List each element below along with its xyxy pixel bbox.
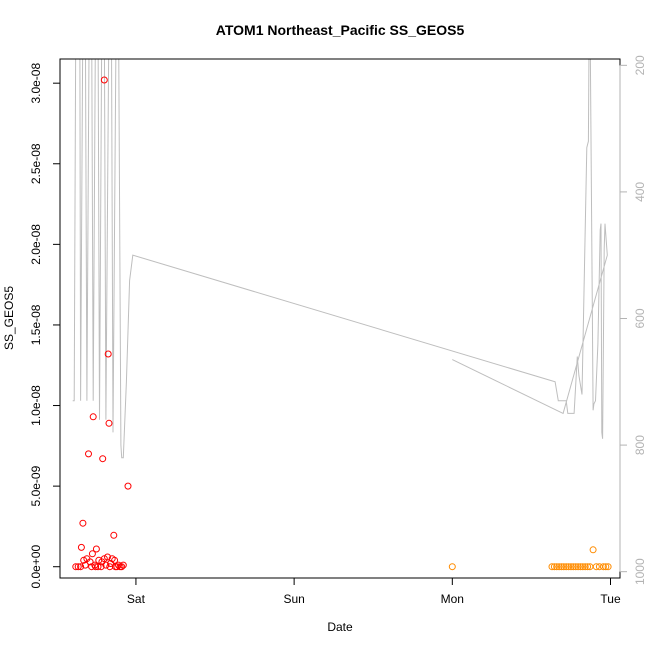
data-point bbox=[448, 563, 456, 571]
data-point bbox=[97, 563, 105, 571]
y-axis-label: SS_GEOS5 bbox=[2, 286, 16, 350]
y-tick-label: 3.0e-08 bbox=[29, 63, 43, 104]
data-point bbox=[562, 563, 570, 571]
y-tick-label: 5.0e-09 bbox=[29, 465, 43, 506]
data-point bbox=[89, 413, 97, 421]
data-point bbox=[81, 561, 89, 569]
data-point bbox=[558, 563, 565, 571]
data-point bbox=[99, 455, 107, 463]
data-point bbox=[569, 563, 577, 571]
data-point bbox=[77, 543, 85, 551]
x-tick-label: Sun bbox=[283, 592, 304, 606]
chart-title: ATOM1 Northeast_Pacific SS_GEOS5 bbox=[216, 22, 465, 38]
data-point bbox=[85, 450, 92, 458]
y2-tick-label: 200 bbox=[633, 55, 647, 75]
x-tick-label: Sat bbox=[127, 592, 146, 606]
data-point bbox=[113, 563, 121, 571]
series-2 bbox=[448, 546, 612, 571]
y2-tick-label: 600 bbox=[633, 308, 647, 328]
x-tick-label: Mon bbox=[441, 592, 464, 606]
y2-tick-label: 400 bbox=[633, 182, 647, 202]
y2-tick-label: 1000 bbox=[633, 558, 647, 585]
x-tick-label: Tue bbox=[600, 592, 621, 606]
data-point bbox=[553, 563, 561, 571]
data-point bbox=[572, 563, 580, 571]
y-tick-label: 0.0e+00 bbox=[29, 545, 43, 589]
data-point bbox=[118, 563, 126, 571]
series-1 bbox=[72, 76, 132, 571]
data-point bbox=[100, 76, 108, 84]
data-point bbox=[79, 519, 87, 527]
plot-area: Sat Sun Mon Tue 0.0e+00 5.0e-09 1.0e-08 1.5e-08… bbox=[29, 55, 647, 606]
data-point bbox=[592, 563, 600, 571]
data-point bbox=[119, 561, 127, 569]
data-point bbox=[92, 545, 100, 553]
data-point bbox=[579, 563, 587, 571]
y-tick-label: 1.0e-08 bbox=[29, 385, 43, 426]
data-point bbox=[88, 550, 96, 558]
data-point bbox=[555, 563, 563, 571]
data-point bbox=[565, 563, 573, 571]
data-point bbox=[102, 561, 110, 569]
data-point bbox=[104, 350, 112, 358]
data-point bbox=[577, 563, 584, 571]
y-tick-label: 2.5e-08 bbox=[29, 143, 43, 184]
data-point bbox=[105, 419, 113, 427]
data-point bbox=[602, 563, 610, 571]
data-point bbox=[567, 563, 575, 571]
data-point bbox=[604, 563, 612, 571]
y-tick-label: 2.0e-08 bbox=[29, 224, 43, 265]
data-point bbox=[574, 563, 582, 571]
data-point bbox=[104, 553, 111, 561]
data-point bbox=[581, 563, 589, 571]
y2-tick-label: 800 bbox=[633, 435, 647, 455]
x-axis-label: Date bbox=[327, 620, 353, 634]
data-point bbox=[599, 563, 607, 571]
data-point bbox=[124, 482, 132, 490]
data-point bbox=[550, 563, 558, 571]
data-point bbox=[589, 546, 597, 554]
data-point bbox=[72, 563, 80, 571]
data-point bbox=[86, 558, 94, 566]
data-point bbox=[110, 531, 118, 539]
pressure-line bbox=[72, 59, 608, 459]
data-point bbox=[548, 563, 556, 571]
y-tick-label: 1.5e-08 bbox=[29, 304, 43, 345]
data-point bbox=[74, 563, 82, 571]
data-point bbox=[584, 563, 592, 571]
data-point bbox=[560, 563, 568, 571]
data-point bbox=[77, 563, 85, 571]
